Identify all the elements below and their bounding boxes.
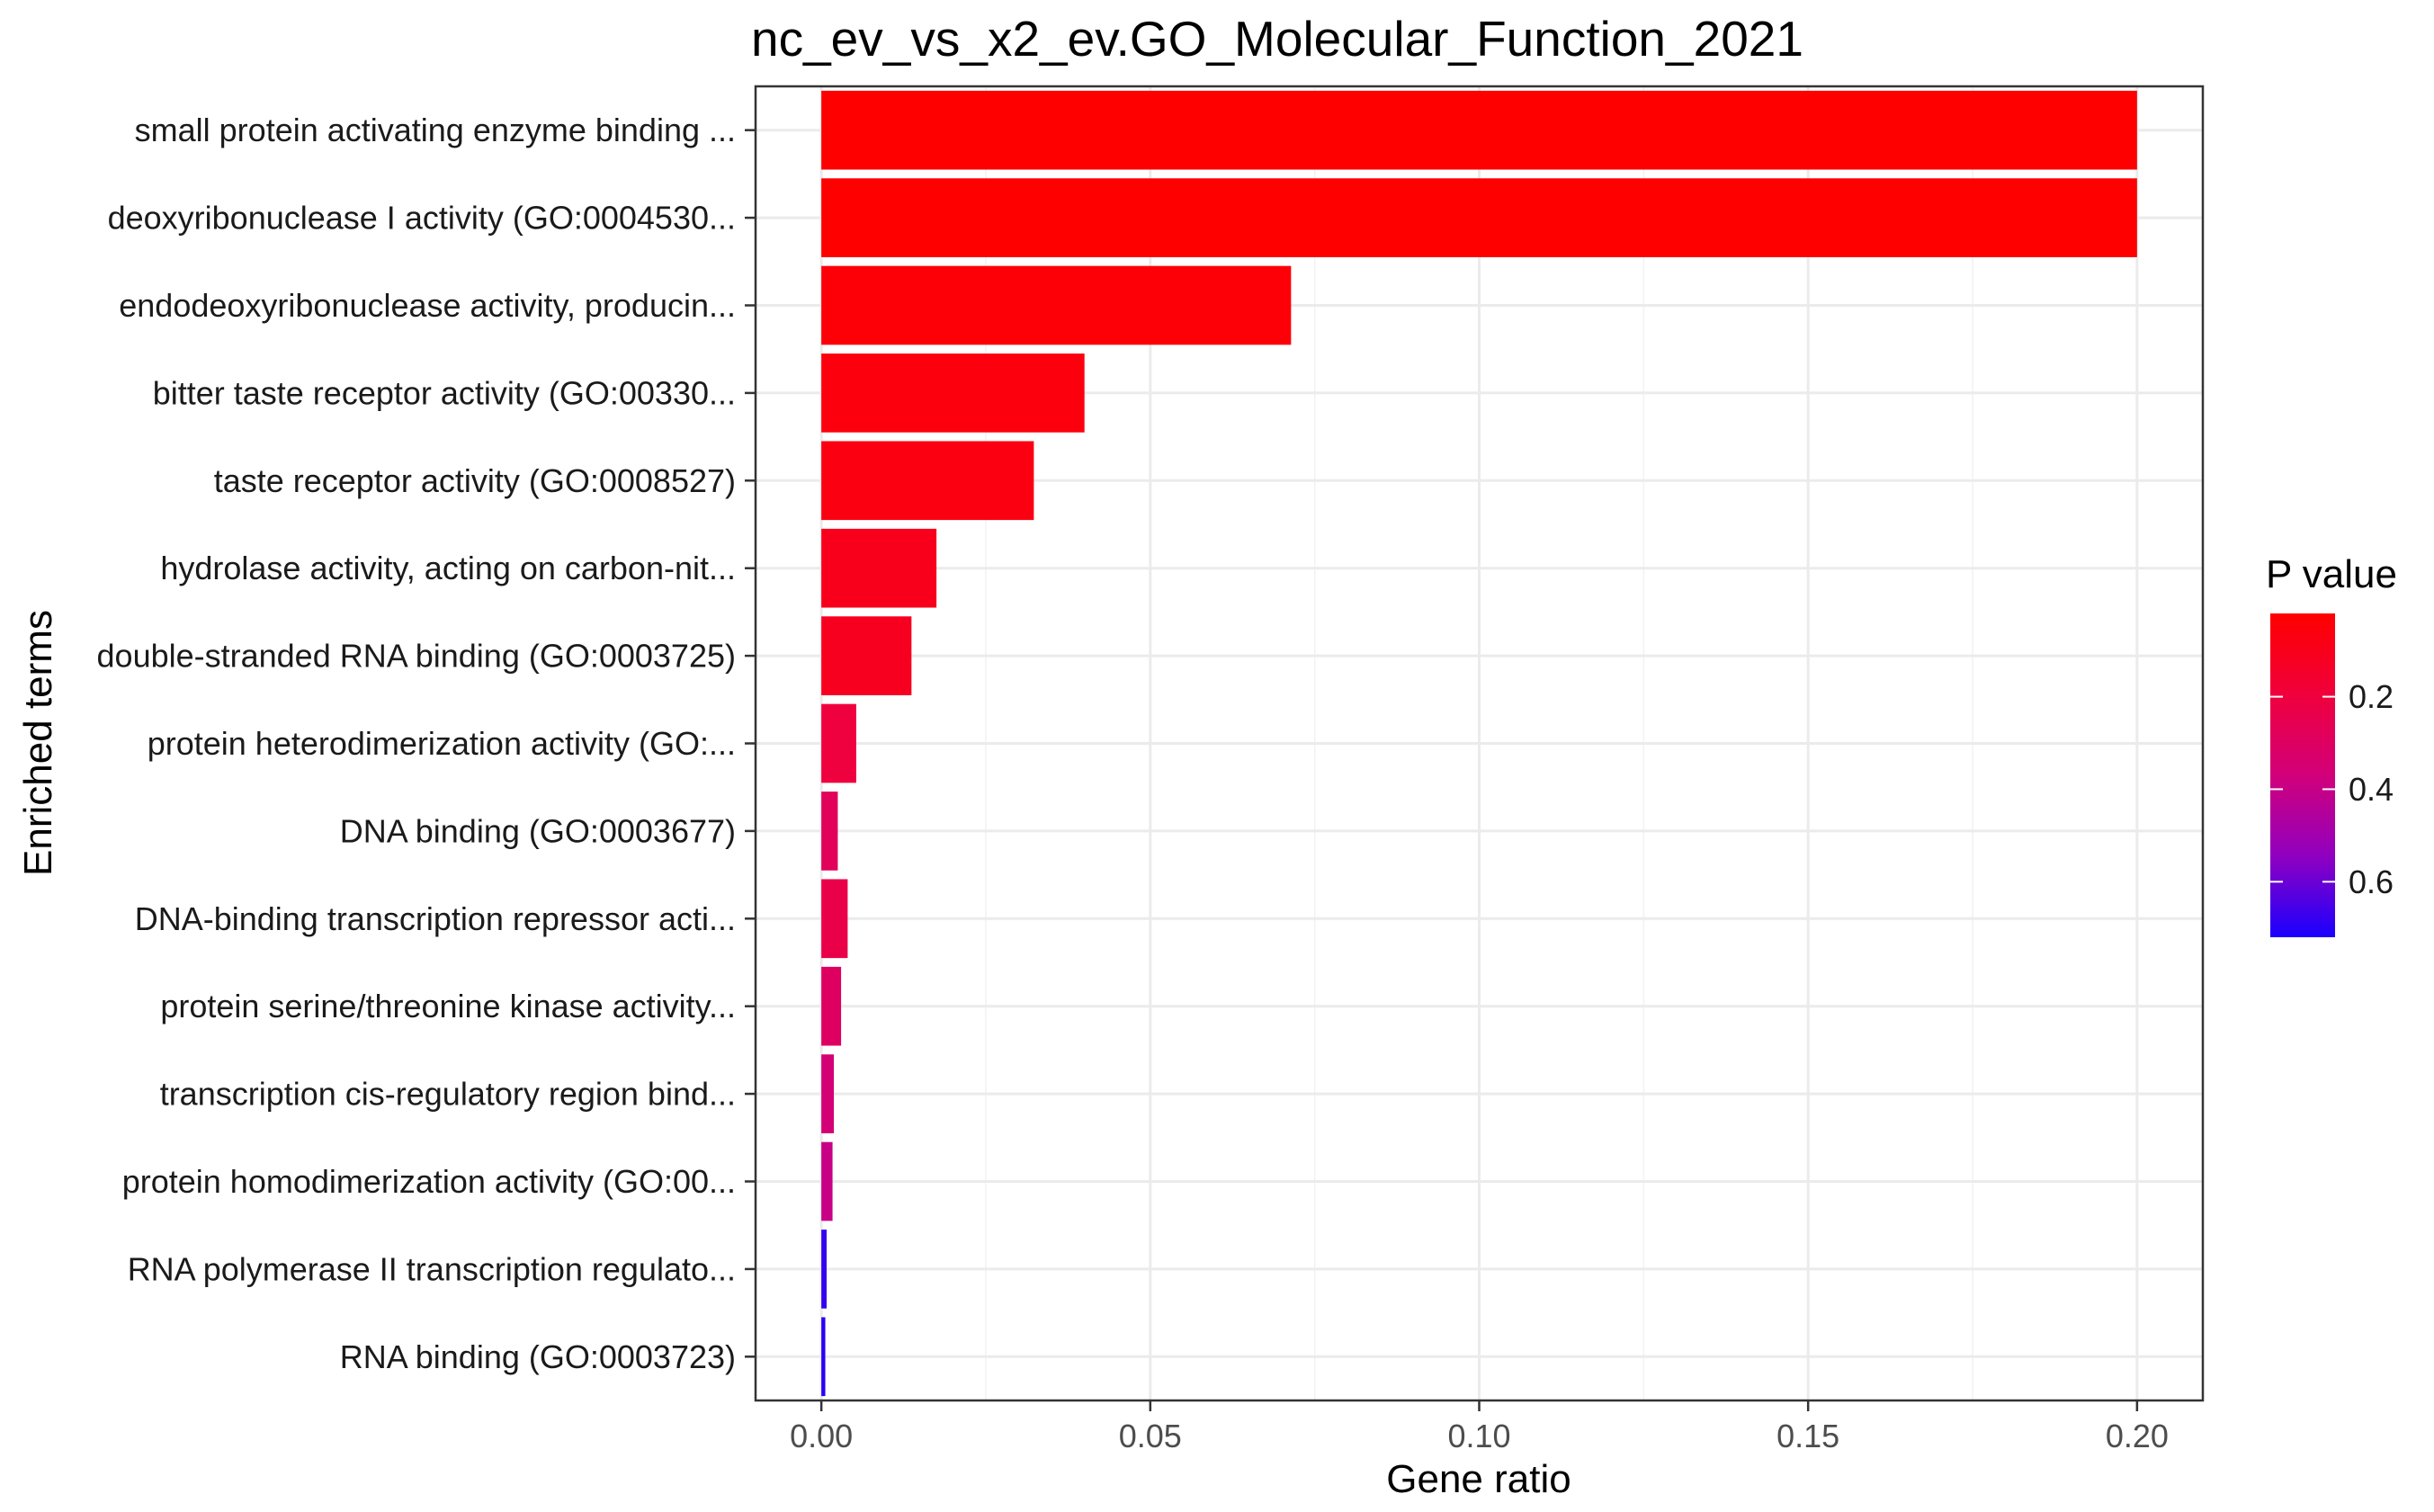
bar (821, 966, 842, 1046)
bar (821, 879, 848, 959)
y-tick-label: protein heterodimerization activity (GO:… (148, 725, 736, 762)
bar (821, 1317, 826, 1397)
legend-title: P value (2266, 552, 2397, 596)
bar (821, 353, 1085, 433)
legend-colorbar (2270, 613, 2335, 937)
y-axis-title: Enriched terms (16, 610, 60, 876)
bar (821, 616, 912, 695)
y-tick-label: deoxyribonuclease I activity (GO:0004530… (108, 200, 736, 237)
y-tick-label: hydrolase activity, acting on carbon-nit… (160, 550, 736, 586)
x-tick-label: 0.20 (2106, 1418, 2169, 1454)
y-axis: small protein activating enzyme binding … (97, 112, 756, 1375)
y-tick-label: DNA-binding transcription repressor acti… (135, 900, 736, 937)
x-tick-label: 0.05 (1119, 1418, 1182, 1454)
y-tick-label: small protein activating enzyme binding … (135, 112, 736, 148)
bars (821, 90, 2137, 1397)
y-tick-label: DNA binding (GO:0003677) (340, 812, 736, 849)
legend: P value 0.2 0.4 0.6 (2266, 552, 2397, 937)
x-axis: 0.00 0.05 0.10 0.15 0.20 (790, 1400, 2169, 1454)
x-tick-label: 0.15 (1776, 1418, 1839, 1454)
bar (821, 90, 2137, 170)
y-tick-label: taste receptor activity (GO:0008527) (214, 462, 736, 499)
legend-tick-label: 0.4 (2349, 771, 2394, 808)
y-tick-label: protein homodimerization activity (GO:00… (122, 1163, 736, 1200)
y-tick-label: protein serine/threonine kinase activity… (160, 988, 736, 1024)
bar (821, 528, 937, 608)
bar (821, 441, 1034, 521)
bar (821, 1141, 833, 1221)
x-tick-label: 0.00 (790, 1418, 853, 1454)
bar (821, 703, 856, 783)
x-tick-label: 0.10 (1447, 1418, 1510, 1454)
x-axis-title: Gene ratio (1386, 1457, 1570, 1501)
bar (821, 1230, 827, 1309)
y-tick-label: endodeoxyribonuclease activity, producin… (119, 287, 736, 324)
chart-title: nc_ev_vs_x2_ev.GO_Molecular_Function_202… (751, 11, 1803, 67)
y-tick-label: RNA binding (GO:0003723) (340, 1338, 736, 1375)
bar (821, 1054, 835, 1133)
y-tick-label: double-stranded RNA binding (GO:0003725) (97, 638, 736, 675)
y-tick-label: transcription cis-regulatory region bind… (160, 1076, 736, 1113)
legend-tick-label: 0.2 (2349, 678, 2394, 715)
bar (821, 178, 2137, 257)
y-tick-label: bitter taste receptor activity (GO:00330… (153, 374, 736, 411)
y-tick-label: RNA polymerase II transcription regulato… (128, 1250, 736, 1287)
bar (821, 792, 838, 871)
bar (821, 265, 1292, 345)
legend-tick-label: 0.6 (2349, 863, 2394, 900)
